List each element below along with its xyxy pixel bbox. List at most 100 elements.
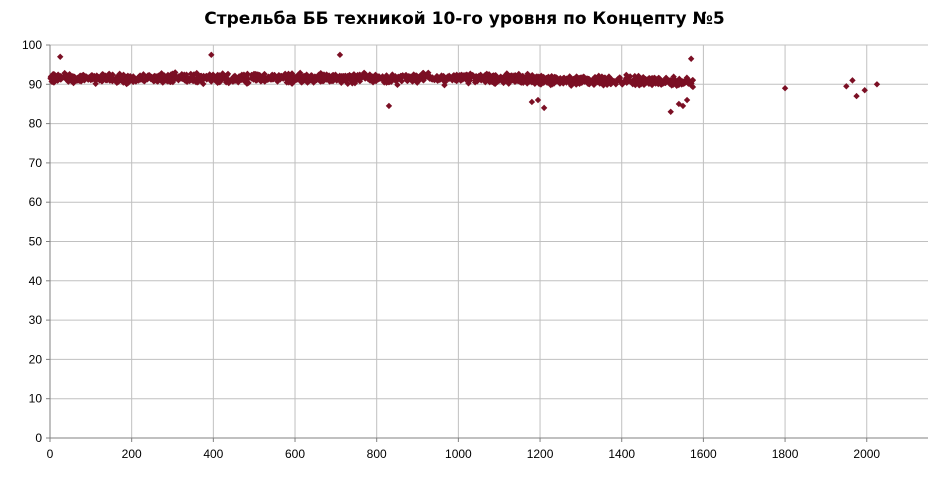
data-point <box>419 70 426 77</box>
data-point <box>483 76 490 83</box>
data-point <box>57 53 64 60</box>
data-point <box>407 75 414 82</box>
data-point <box>686 78 693 86</box>
data-point <box>540 104 548 112</box>
data-point <box>57 72 64 80</box>
data-point <box>630 79 638 86</box>
data-point <box>572 81 580 88</box>
data-point <box>364 75 372 83</box>
y-tick-label: 100 <box>22 38 42 52</box>
data-point <box>632 81 639 89</box>
data-point <box>575 74 583 82</box>
data-point <box>662 79 669 87</box>
data-point <box>78 76 86 84</box>
data-point <box>248 71 255 79</box>
data-point <box>586 78 594 85</box>
data-point <box>283 79 290 86</box>
data-point <box>414 79 421 86</box>
data-point <box>626 73 634 80</box>
data-point <box>520 77 528 85</box>
data-point <box>531 80 539 87</box>
data-point <box>208 78 215 85</box>
data-point <box>580 73 587 80</box>
data-point <box>222 79 230 86</box>
data-point <box>546 77 554 85</box>
data-point <box>171 76 178 83</box>
data-point <box>257 76 264 84</box>
x-tick-label: 1600 <box>690 447 717 461</box>
data-point <box>488 78 496 86</box>
data-point <box>849 77 856 84</box>
data-point <box>204 74 212 81</box>
data-point <box>645 79 652 86</box>
data-point <box>265 75 272 82</box>
data-point <box>424 74 432 81</box>
data-point <box>50 79 58 86</box>
data-point <box>237 76 244 83</box>
data-point <box>669 78 676 86</box>
data-point <box>286 76 294 83</box>
data-point <box>50 74 57 81</box>
data-point <box>293 75 300 82</box>
data-point <box>843 83 850 90</box>
data-point <box>600 79 608 86</box>
data-point <box>687 55 695 62</box>
data-point <box>626 76 633 84</box>
data-point <box>115 78 122 86</box>
data-point <box>208 51 215 59</box>
data-point <box>281 70 289 77</box>
x-tick-label: 600 <box>285 447 305 461</box>
data-point <box>216 73 223 81</box>
data-point <box>197 72 205 80</box>
data-point <box>566 76 574 83</box>
data-point <box>394 81 401 89</box>
data-point <box>601 75 608 82</box>
data-point <box>109 77 116 85</box>
data-point <box>315 71 322 79</box>
y-tick-label: 40 <box>29 274 43 288</box>
data-point <box>105 70 113 78</box>
data-point <box>619 81 626 88</box>
data-point <box>153 77 160 85</box>
data-point <box>537 81 545 88</box>
y-tick-label: 30 <box>29 313 43 327</box>
x-tick-label: 1000 <box>445 447 472 461</box>
data-point <box>441 81 448 89</box>
data-point <box>137 73 145 80</box>
data-point <box>159 79 167 86</box>
data-point <box>356 74 363 81</box>
data-point <box>350 72 357 80</box>
data-point <box>141 75 149 83</box>
data-point <box>295 71 302 78</box>
data-point <box>605 78 612 85</box>
data-point <box>568 80 575 87</box>
data-point <box>635 80 643 87</box>
data-point <box>235 79 242 86</box>
data-point <box>483 70 490 78</box>
y-tick-label: 10 <box>29 392 43 406</box>
data-point <box>325 75 333 82</box>
data-point <box>77 73 85 80</box>
data-point <box>679 102 687 110</box>
y-tick-label: 80 <box>29 117 43 131</box>
data-point <box>612 79 619 86</box>
data-point <box>429 74 436 81</box>
data-point <box>320 74 328 82</box>
data-point <box>385 102 393 110</box>
data-point <box>669 81 677 89</box>
x-tick-label: 1400 <box>608 447 635 461</box>
data-point <box>125 74 132 81</box>
grid <box>50 44 928 438</box>
data-point <box>342 76 349 84</box>
data-point <box>89 75 96 82</box>
data-point <box>92 80 99 87</box>
x-tick-label: 2000 <box>853 447 880 461</box>
data-point <box>150 78 158 85</box>
data-point <box>108 74 115 81</box>
data-point <box>307 73 314 80</box>
data-point <box>338 79 345 86</box>
data-point <box>579 78 586 85</box>
data-point <box>525 74 532 82</box>
